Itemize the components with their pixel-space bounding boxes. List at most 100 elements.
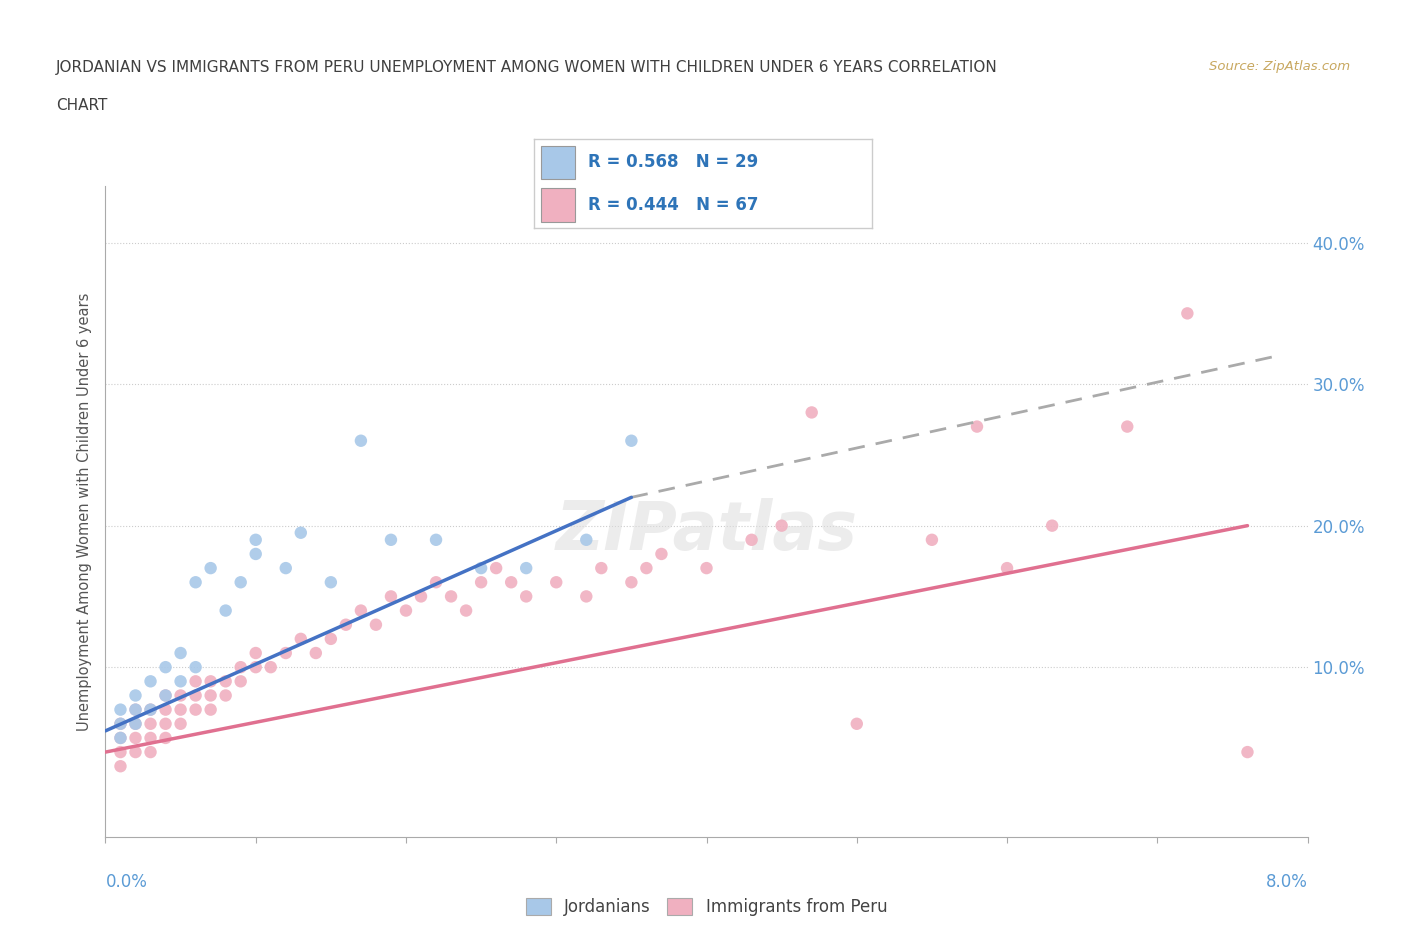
Point (229, 575, 252, 590)
Text: 8.0%: 8.0% (1265, 872, 1308, 891)
Point (155, 730, 177, 745)
Point (501, 575, 523, 590)
Point (350, 604, 373, 618)
Point (110, 716, 132, 731)
Point (184, 659, 207, 674)
Point (395, 604, 418, 618)
Point (110, 759, 132, 774)
Point (155, 716, 177, 731)
Point (620, 575, 643, 590)
Text: R = 0.444   N = 67: R = 0.444 N = 67 (588, 196, 759, 214)
Point (1236, 745, 1258, 760)
Point (229, 674, 252, 689)
Point (214, 674, 236, 689)
Point (110, 716, 132, 731)
Point (305, 645, 328, 660)
Point (139, 745, 162, 760)
Point (124, 688, 146, 703)
Point (485, 561, 508, 576)
Point (515, 561, 537, 576)
Bar (541, 188, 575, 221)
Point (214, 604, 236, 618)
Point (319, 631, 342, 646)
Point (124, 702, 146, 717)
Point (110, 745, 132, 760)
Point (260, 659, 283, 674)
Point (546, 575, 568, 590)
Point (139, 702, 162, 717)
Point (1040, 518, 1063, 533)
Point (650, 547, 672, 562)
Point (139, 716, 162, 731)
Point (470, 575, 492, 590)
Point (696, 561, 718, 576)
Point (200, 561, 222, 576)
Point (245, 532, 267, 547)
Point (169, 702, 191, 717)
Point (155, 688, 177, 703)
Text: 0.0%: 0.0% (105, 872, 148, 891)
Point (290, 525, 312, 540)
Point (229, 659, 252, 674)
Point (184, 575, 207, 590)
Point (124, 745, 146, 760)
Point (770, 518, 793, 533)
Text: Source: ZipAtlas.com: Source: ZipAtlas.com (1209, 60, 1350, 73)
Point (274, 645, 297, 660)
Point (124, 716, 146, 731)
Point (200, 674, 222, 689)
Text: CHART: CHART (56, 98, 108, 113)
Point (169, 674, 191, 689)
Point (290, 631, 312, 646)
Point (741, 532, 763, 547)
Point (124, 730, 146, 745)
Point (425, 575, 447, 590)
Point (470, 561, 492, 576)
Point (200, 688, 222, 703)
Point (319, 575, 342, 590)
Point (454, 604, 477, 618)
Point (110, 702, 132, 717)
Bar (541, 146, 575, 179)
Point (169, 688, 191, 703)
Point (575, 532, 598, 547)
Point (380, 532, 402, 547)
Legend: Jordanians, Immigrants from Peru: Jordanians, Immigrants from Peru (519, 891, 894, 923)
Point (184, 702, 207, 717)
Point (184, 674, 207, 689)
Point (155, 702, 177, 717)
Point (110, 730, 132, 745)
Point (169, 716, 191, 731)
Point (440, 589, 463, 604)
Point (845, 716, 868, 731)
Point (139, 702, 162, 717)
Point (245, 547, 267, 562)
Point (575, 589, 598, 604)
Point (591, 561, 613, 576)
Point (110, 730, 132, 745)
Point (1175, 306, 1198, 321)
Point (245, 659, 267, 674)
Point (350, 433, 373, 448)
Point (200, 702, 222, 717)
Point (620, 433, 643, 448)
Point (995, 561, 1018, 576)
Point (800, 405, 823, 419)
Point (364, 618, 387, 632)
Point (409, 589, 432, 604)
Point (335, 618, 357, 632)
Point (245, 645, 267, 660)
Point (139, 674, 162, 689)
Point (184, 688, 207, 703)
Point (380, 589, 402, 604)
Point (515, 589, 537, 604)
Point (124, 702, 146, 717)
Point (636, 561, 658, 576)
Point (966, 419, 988, 434)
Point (921, 532, 943, 547)
Text: R = 0.568   N = 29: R = 0.568 N = 29 (588, 153, 758, 171)
Point (169, 645, 191, 660)
Point (155, 688, 177, 703)
Point (425, 532, 447, 547)
Point (214, 688, 236, 703)
